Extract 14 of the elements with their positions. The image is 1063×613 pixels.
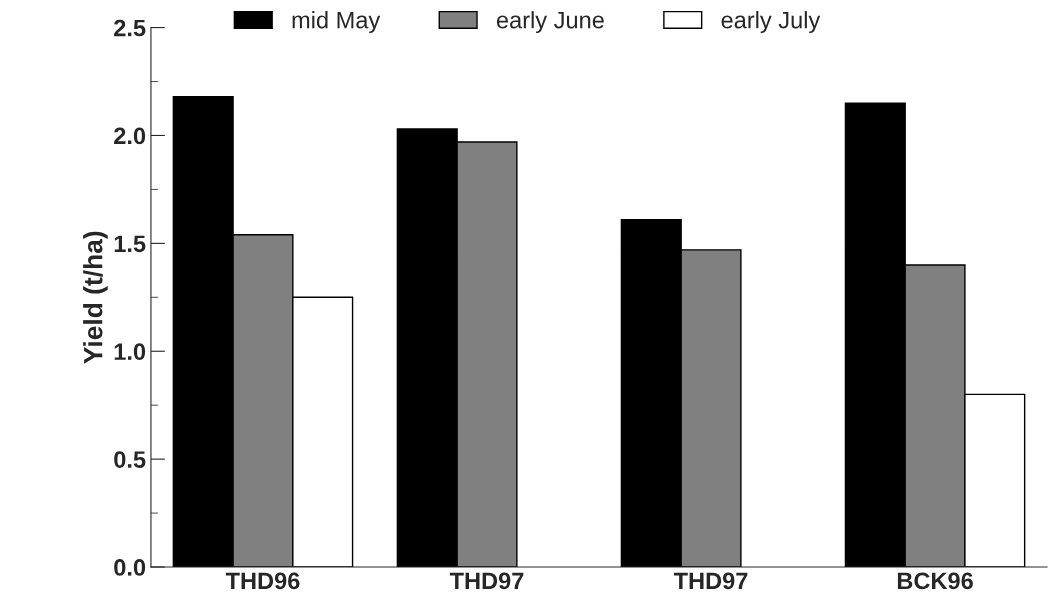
x-tick-label: THD97 bbox=[673, 572, 748, 590]
x-tick-label: BCK96 bbox=[897, 572, 973, 590]
y-tick-label: 1.0 bbox=[114, 343, 146, 361]
x-tick-label: THD96 bbox=[225, 572, 300, 590]
legend-label: early June bbox=[496, 11, 604, 34]
y-axis-title: Yield (t/ha) bbox=[83, 231, 108, 364]
legend-label: early July bbox=[721, 11, 821, 34]
y-tick-label: 1.5 bbox=[114, 235, 146, 253]
x-tick-label: THD97 bbox=[449, 572, 524, 590]
y-tick-label: 0.5 bbox=[114, 451, 146, 468]
y-tick-label: 0.0 bbox=[114, 559, 146, 576]
legend-label: mid May bbox=[292, 11, 381, 34]
y-tick-label: 2.5 bbox=[114, 19, 146, 37]
y-tick-label: 2.0 bbox=[114, 127, 146, 145]
